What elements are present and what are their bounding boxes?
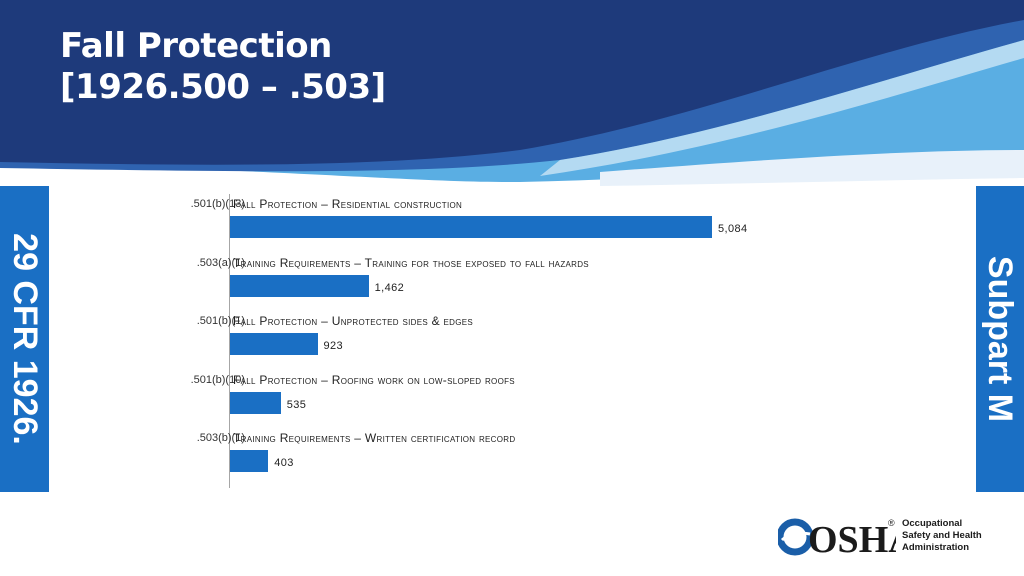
osha-logo: OSHA ® Occupational Safety and Health Ad… — [778, 512, 1018, 562]
bar-title: Fall Protection – Unprotected sides & ed… — [233, 314, 474, 328]
left-tab-label: 29 CFR 1926. — [5, 233, 44, 445]
category-label: .501(b)(1) — [196, 315, 245, 327]
header-banner: Fall Protection [1926.500 – .503] — [0, 0, 1024, 190]
page-title: Fall Protection [1926.500 – .503] — [60, 26, 386, 108]
data-label: 535 — [286, 398, 307, 411]
data-label: 923 — [323, 340, 344, 352]
header-dark-wave — [0, 0, 1024, 165]
header-lower-swoosh — [600, 150, 1024, 186]
bar-title: Fall Protection – Roofing work on low-sl… — [233, 372, 515, 387]
title-line-2: [1926.500 – .503] — [60, 67, 386, 107]
right-side-tab: Subpart M — [976, 186, 1024, 492]
data-label: 403 — [274, 457, 294, 469]
bar-title: Fall Protection – Residential constructi… — [233, 197, 463, 211]
bar-chart: .501(b)(13) Fall Protection – Residential… — [130, 190, 830, 495]
category-label: .503(a)(1) — [196, 256, 245, 269]
osha-wordmark: OSHA — [808, 519, 896, 558]
y-axis-line — [229, 194, 230, 488]
bar — [230, 333, 318, 355]
bar-title: Training Requirements – Written certific… — [233, 431, 516, 445]
title-line-1: Fall Protection — [60, 26, 332, 66]
category-label: .503(b)(1) — [196, 432, 245, 444]
header-background — [0, 0, 1024, 186]
category-label: .501(b)(13) — [190, 198, 245, 210]
bar — [230, 216, 712, 238]
logo-text-line-1: Occupational — [902, 518, 963, 529]
logo-text-line-2: Safety and Health — [902, 530, 982, 541]
registered-mark: ® — [888, 518, 895, 528]
header-white-swoosh — [540, 40, 1024, 176]
right-tab-label: Subpart M — [981, 255, 1019, 423]
bar — [230, 274, 369, 297]
logo-text-line-3: Administration — [902, 542, 970, 553]
bar — [230, 391, 281, 414]
data-label: 5,084 — [718, 223, 748, 235]
category-label: .501(b)(10) — [190, 373, 245, 386]
bar-title: Training Requirements – Training for tho… — [233, 255, 589, 270]
osha-logo-mark: OSHA ® — [778, 518, 896, 558]
left-side-tab: 29 CFR 1926. — [0, 186, 49, 492]
data-label: 1,462 — [374, 281, 405, 294]
bar — [230, 450, 269, 472]
